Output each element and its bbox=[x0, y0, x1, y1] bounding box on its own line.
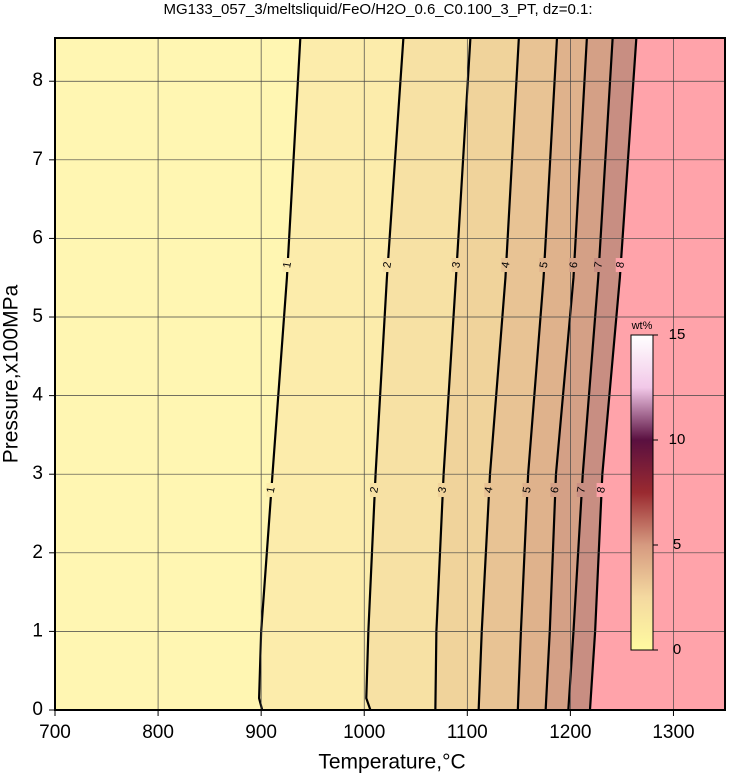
contour-band bbox=[435, 38, 519, 710]
plot-frame bbox=[54, 37, 726, 711]
contour-label: 3 bbox=[436, 486, 449, 494]
colorbar-label: wt% bbox=[631, 320, 653, 332]
y-tick-label: 1 bbox=[32, 620, 43, 641]
contour-label-bg bbox=[382, 258, 393, 272]
contour-label-bg bbox=[593, 258, 604, 272]
x-tick-label: 1100 bbox=[447, 722, 488, 743]
x-tick-label: 800 bbox=[142, 722, 174, 743]
contour-label: 8 bbox=[614, 261, 627, 269]
contour-band bbox=[568, 38, 637, 710]
x-tick-label: 1300 bbox=[652, 722, 694, 743]
contour-label: 6 bbox=[568, 261, 581, 269]
contour-label: 7 bbox=[592, 261, 605, 269]
contour-label-bg bbox=[369, 483, 380, 497]
colorbar-tick-label: 5 bbox=[673, 536, 681, 553]
y-axis-label: Pressure,x100MPa bbox=[0, 284, 23, 463]
contour-band bbox=[589, 38, 725, 710]
contour-label: 4 bbox=[483, 486, 496, 494]
contour-label-bg bbox=[437, 483, 448, 497]
x-tick-label: 1200 bbox=[549, 722, 591, 743]
contour-label: 5 bbox=[538, 261, 551, 269]
contour-label: 1 bbox=[281, 261, 294, 269]
contour-label-bg bbox=[615, 258, 626, 272]
colorbar-tick-label: 15 bbox=[669, 326, 686, 343]
contour-label: 7 bbox=[575, 486, 588, 494]
chart-title: MG133_057_3/meltsliquid/FeO/H2O_0.6_C0.1… bbox=[163, 1, 592, 18]
contour-label: 6 bbox=[549, 486, 562, 494]
contour-label-bg bbox=[576, 483, 587, 497]
x-tick-label: 900 bbox=[245, 722, 277, 743]
x-tick-label: 700 bbox=[39, 722, 71, 743]
x-axis-label: Temperature,°C bbox=[318, 751, 465, 774]
contour-label-bg bbox=[484, 483, 495, 497]
contour-label: 1 bbox=[265, 486, 278, 494]
contour-band bbox=[55, 38, 301, 710]
contour-label-bg bbox=[501, 258, 512, 272]
y-tick-label: 4 bbox=[32, 385, 43, 406]
y-tick-label: 7 bbox=[32, 149, 43, 170]
contour-label-bg bbox=[522, 483, 533, 497]
contour-band bbox=[259, 38, 404, 710]
contour-label-bg bbox=[550, 483, 561, 497]
y-tick-label: 2 bbox=[32, 542, 43, 563]
contour-label-bg bbox=[266, 483, 277, 497]
contour-band bbox=[478, 38, 557, 710]
y-tick-label: 3 bbox=[32, 463, 43, 484]
bands bbox=[55, 38, 725, 710]
contour-label: 8 bbox=[595, 486, 608, 494]
contour-label-bg bbox=[569, 258, 580, 272]
y-tick-label: 6 bbox=[32, 227, 43, 248]
x-tick-label: 1000 bbox=[343, 722, 385, 743]
contour-label-bg bbox=[451, 258, 462, 272]
contour-label: 5 bbox=[521, 486, 534, 494]
contour-label-bg bbox=[596, 483, 607, 497]
contour-band bbox=[517, 38, 587, 710]
contour-label-bg bbox=[539, 258, 550, 272]
contour-label: 2 bbox=[381, 261, 394, 269]
y-tick-label: 8 bbox=[32, 70, 43, 91]
contour-band bbox=[545, 38, 613, 710]
contour-label-bg bbox=[282, 258, 293, 272]
contour-label: 3 bbox=[450, 261, 463, 269]
y-tick-label: 5 bbox=[32, 306, 43, 327]
colorbar-tick-label: 10 bbox=[669, 431, 686, 448]
contour-label: 2 bbox=[368, 486, 381, 494]
contour-label: 4 bbox=[500, 261, 513, 269]
colorbar bbox=[630, 334, 654, 651]
y-tick-label: 0 bbox=[32, 699, 43, 720]
colorbar-tick-label: 0 bbox=[673, 641, 681, 658]
